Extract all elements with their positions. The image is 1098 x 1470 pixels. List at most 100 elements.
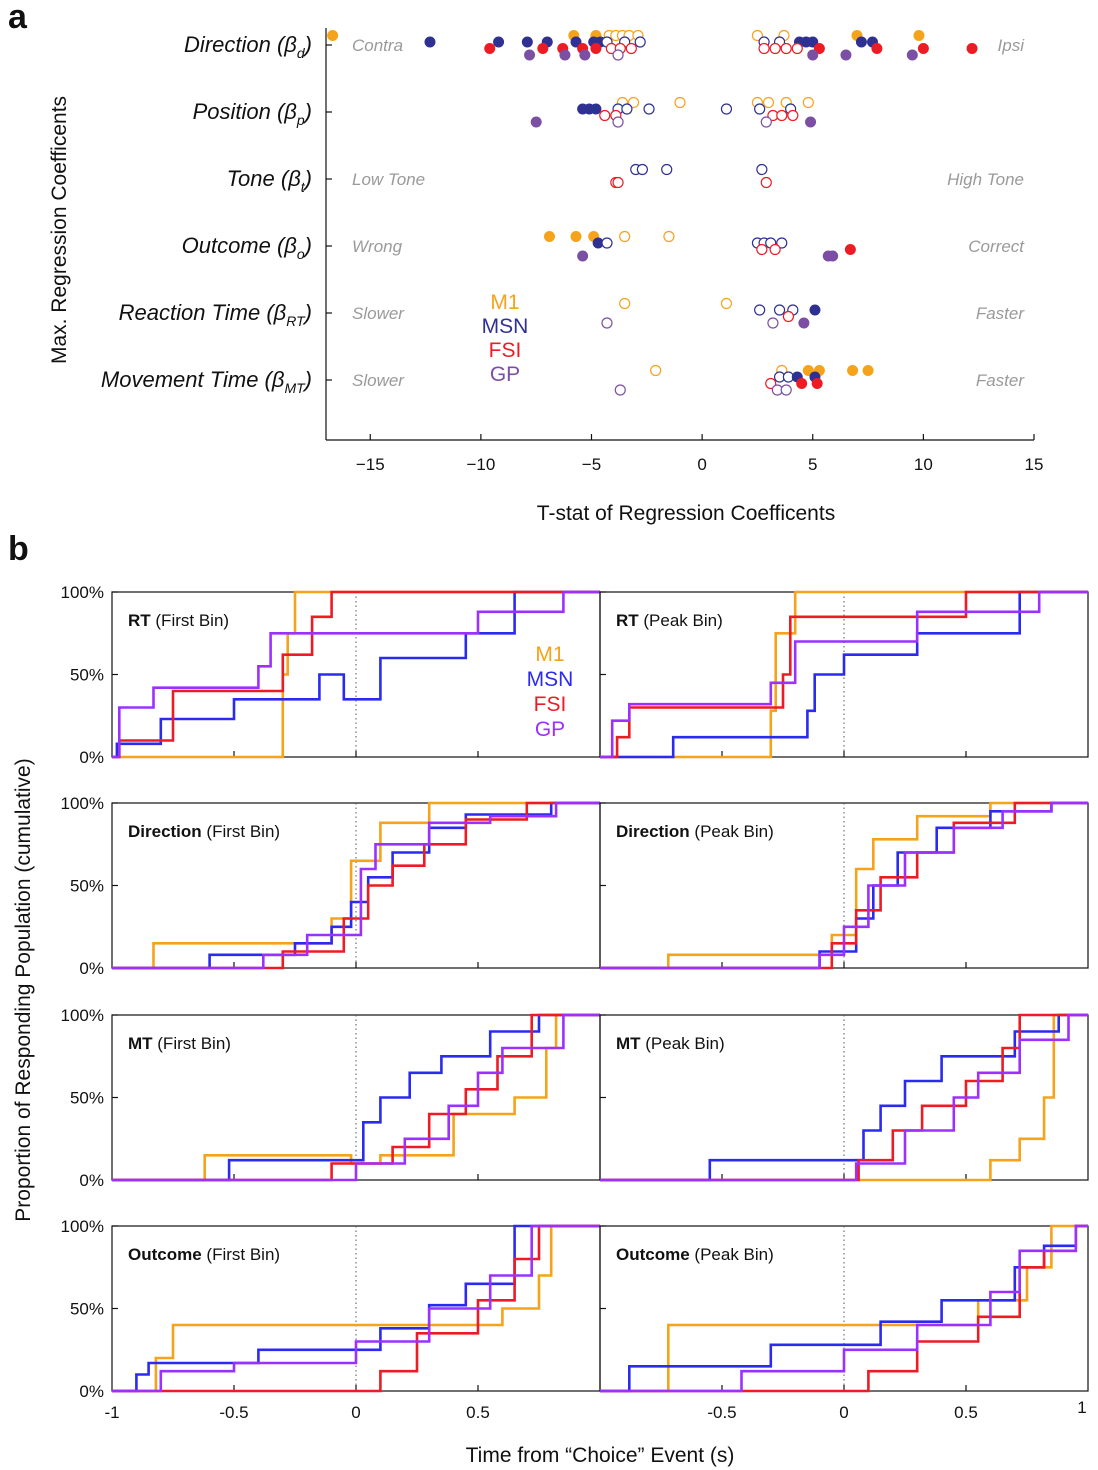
panel-a-point-msn xyxy=(643,103,655,115)
panel-b-series-m1 xyxy=(600,590,1088,759)
panel-b-letter: b xyxy=(8,530,29,568)
panel-a-legend-gp: GP xyxy=(490,363,520,386)
panel-a-point-fsi xyxy=(782,310,795,323)
panel-a-xtick-label: 15 xyxy=(1025,455,1044,474)
panel-a-point-fsi xyxy=(796,378,808,389)
panel-a-side-right: Faster xyxy=(976,371,1026,390)
panel-a-point-fsi xyxy=(765,377,777,390)
panel-a-xtick-label: −10 xyxy=(466,455,495,474)
panel-a-point-gp xyxy=(780,384,792,396)
panel-a-point-gp xyxy=(805,116,817,128)
panel-b-series-gp xyxy=(112,1013,600,1182)
panel-b-series-m1 xyxy=(112,801,600,970)
panel-a-point-msn xyxy=(754,103,766,115)
panel-a-point-msn xyxy=(570,36,582,48)
panel-a-xtick-label: −5 xyxy=(582,455,601,474)
panel-b-ytick-label: 100% xyxy=(61,794,104,813)
panel-a-point-m1 xyxy=(627,96,640,109)
panel-a-row-label: Tone (βt) xyxy=(227,166,312,195)
panel-a-point-gp xyxy=(524,49,536,61)
panel-a-point-fsi xyxy=(780,42,792,55)
panel-b-series-msn xyxy=(600,590,1088,759)
panel-b-xtick-label: 1 xyxy=(1077,1398,1086,1417)
panel-a-point-msn xyxy=(621,103,633,115)
panel-a-point-m1 xyxy=(663,230,675,243)
panel-b-ytick-label: 50% xyxy=(70,877,104,896)
panel-a-point-msn xyxy=(809,304,821,316)
panel-b-subplot-title: Direction (Peak Bin) xyxy=(616,822,774,841)
panel-a-point-gp xyxy=(798,317,810,329)
panel-b-subplot-title: RT (First Bin) xyxy=(128,611,229,630)
panel-b-xtick-label: 0 xyxy=(839,1403,848,1422)
panel-b-series-gp xyxy=(112,801,600,970)
panel-a-point-msn xyxy=(601,237,613,249)
panel-a-side-right: High Tone xyxy=(947,170,1024,189)
panel-a-point-fsi xyxy=(787,109,799,122)
panel-b-subplot-title: Outcome (Peak Bin) xyxy=(616,1245,774,1264)
panel-a-legend-msn: MSN xyxy=(482,315,529,338)
panel-a-point-fsi xyxy=(537,43,549,54)
panel-a-side-left: Slower xyxy=(352,371,405,390)
panel-a-row-label: Position (βp) xyxy=(193,99,312,128)
panel-b-subplot: 100% 50% 0% Direction (First Bin) xyxy=(61,794,601,978)
panel-b-xtick-label: -1 xyxy=(104,1403,119,1422)
panel-a-point-gp xyxy=(559,49,571,61)
panel-b-ytick-label: 50% xyxy=(70,1300,104,1319)
panel-a-side-right: Faster xyxy=(976,304,1026,323)
panel-a-row-label: Movement Time (βMT) xyxy=(101,367,312,396)
panel-b-subplot: RT (Peak Bin) xyxy=(599,590,1089,759)
panel-b-subplot-title: RT (Peak Bin) xyxy=(616,611,723,630)
panel-a-point-fsi xyxy=(625,42,637,55)
panel-b-legend-m1: M1 xyxy=(535,643,564,666)
panel-a-side-left: Slower xyxy=(352,304,405,323)
panel-b-subplot-title: Direction (First Bin) xyxy=(128,822,280,841)
panel-a-point-m1 xyxy=(802,365,814,376)
panel-a-point-gp xyxy=(579,49,591,61)
panel-a-side-left: Wrong xyxy=(352,237,403,256)
panel-b-series-gp xyxy=(600,590,1088,759)
panel-a-point-gp xyxy=(612,49,624,61)
panel-a-point-msn xyxy=(776,237,788,249)
panel-a-point-m1 xyxy=(913,30,925,41)
panel-a-point-fsi xyxy=(769,243,781,256)
panel-a-side-right: Ipsi xyxy=(998,36,1026,55)
panel-a-point-msn xyxy=(855,36,867,48)
panel-a-point-gp xyxy=(614,384,626,396)
panel-a-point-m1 xyxy=(674,96,686,109)
panel-b-ylabel: Proportion of Responding Population (cum… xyxy=(12,758,35,1221)
panel-a-point-fsi xyxy=(769,42,781,55)
panel-a-point-msn xyxy=(521,36,533,48)
panel-b-series-msn xyxy=(600,1013,1088,1182)
panel-b-ytick-label: 100% xyxy=(61,1006,104,1025)
panel-a-point-msn xyxy=(590,103,602,115)
panel-b-series-m1 xyxy=(600,801,1088,970)
panel-b-series-m1 xyxy=(600,1013,1088,1182)
panel-a-point-fsi xyxy=(844,244,856,255)
panel-a-point-fsi xyxy=(871,43,883,54)
panel-a-xlabel: T-stat of Regression Coefficents xyxy=(537,502,835,525)
panel-a-point-msn xyxy=(661,163,673,176)
panel-b-ytick-label: 0% xyxy=(79,1382,104,1401)
panel-a-point-m1 xyxy=(847,365,859,376)
panel-a-row-label: Reaction Time (βRT) xyxy=(119,300,312,329)
panel-a-point-m1 xyxy=(327,30,339,41)
panel-b-subplot: Direction (Peak Bin) xyxy=(599,801,1089,970)
panel-a-point-m1 xyxy=(650,364,662,377)
panel-a-side-right: Correct xyxy=(968,237,1025,256)
panel-a-point-msn xyxy=(493,36,505,48)
panel-b-series-gp xyxy=(112,1224,600,1393)
panel-a-point-m1 xyxy=(619,297,631,310)
panel-b-subplot: 100% 50% 0% MT (First Bin) xyxy=(61,1006,601,1190)
panel-a-point-msn xyxy=(807,36,819,48)
panel-a-point-gp xyxy=(760,116,772,128)
panel-b-xtick-label: 0.5 xyxy=(954,1403,978,1422)
panel-a-point-gp xyxy=(530,116,542,128)
panel-b-subplot: 100% 50% 0% Outcome (First Bin) xyxy=(61,1217,601,1401)
panel-a-point-gp xyxy=(906,49,918,61)
panel-a-plot: −15 −10 −5 0 5 10 15 Direction (βd) Contra Ipsi Po… xyxy=(101,28,1044,474)
panel-b-series-gp xyxy=(112,590,600,759)
panel-b-xtick-label: -0.5 xyxy=(219,1403,248,1422)
panel-b-ytick-label: 100% xyxy=(61,1217,104,1236)
